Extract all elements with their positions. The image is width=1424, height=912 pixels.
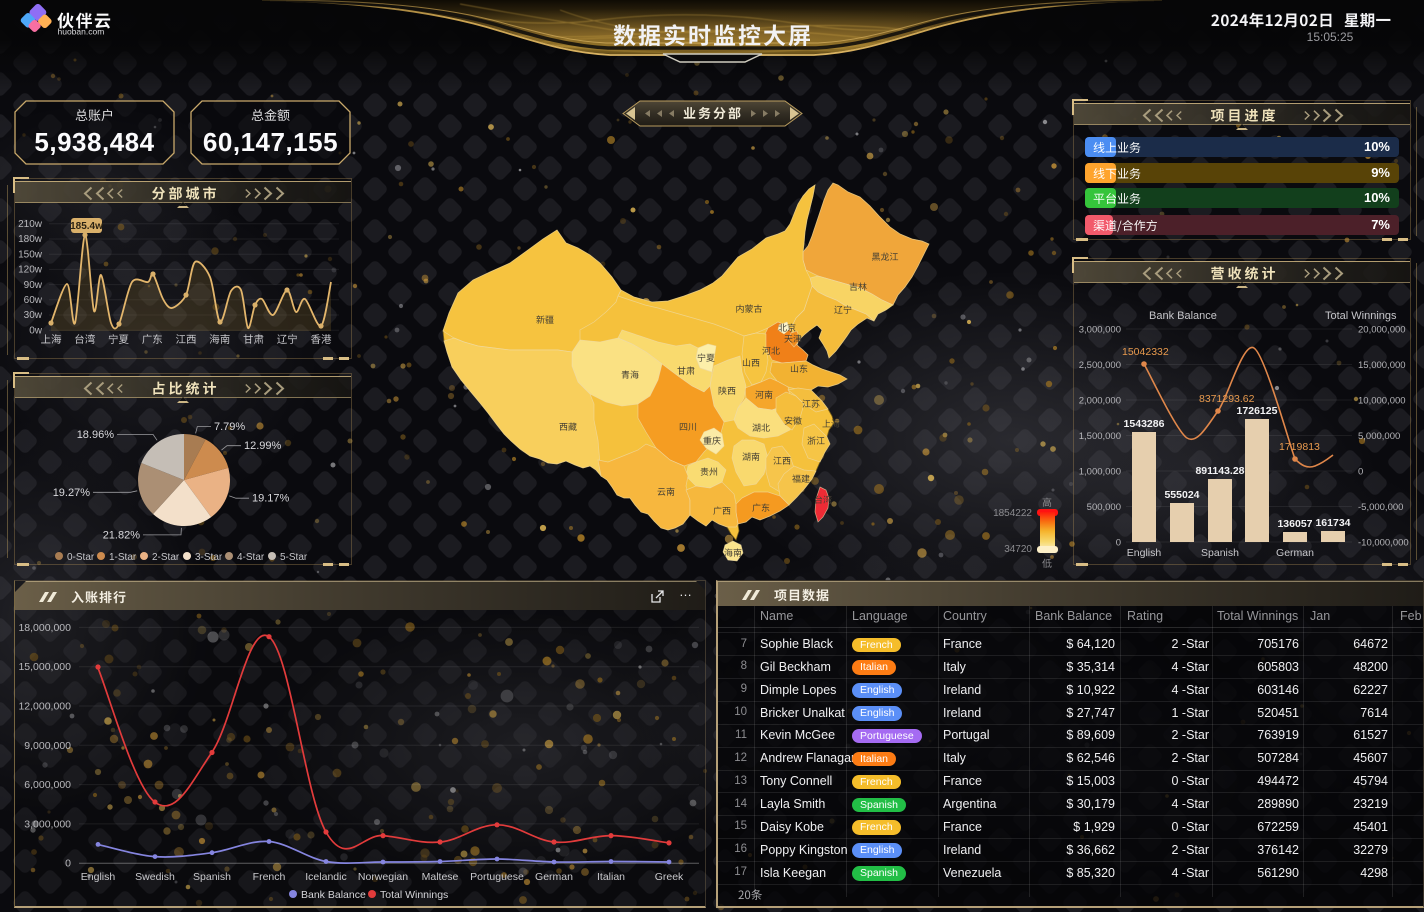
svg-text:0: 0 bbox=[1358, 467, 1363, 478]
svg-text:9,000,000: 9,000,000 bbox=[24, 740, 71, 752]
svg-text:English: English bbox=[81, 871, 116, 883]
svg-text:7.79%: 7.79% bbox=[214, 421, 245, 433]
svg-text:20,000,000: 20,000,000 bbox=[1358, 325, 1406, 336]
svg-text:2,500,000: 2,500,000 bbox=[1079, 360, 1121, 371]
svg-text:4-Star: 4-Star bbox=[237, 552, 265, 563]
svg-text:18.96%: 18.96% bbox=[77, 429, 115, 441]
svg-text:3-Star: 3-Star bbox=[195, 552, 223, 563]
svg-text:1719813: 1719813 bbox=[1279, 441, 1320, 453]
svg-text:1543286: 1543286 bbox=[1124, 418, 1165, 430]
svg-text:34720: 34720 bbox=[1004, 544, 1032, 555]
svg-text:161734: 161734 bbox=[1315, 517, 1350, 529]
svg-text:10,000,000: 10,000,000 bbox=[1358, 396, 1406, 407]
svg-text:Total Winnings: Total Winnings bbox=[380, 889, 448, 901]
svg-text:Icelandic: Icelandic bbox=[305, 871, 346, 883]
svg-text:Norwegian: Norwegian bbox=[358, 871, 408, 883]
svg-text:15:05:25: 15:05:25 bbox=[1307, 30, 1354, 44]
svg-text:15042332: 15042332 bbox=[1122, 346, 1169, 358]
svg-text:1,500,000: 1,500,000 bbox=[1079, 431, 1121, 442]
svg-text:3,000,000: 3,000,000 bbox=[24, 818, 71, 830]
svg-text:15,000,000: 15,000,000 bbox=[18, 661, 71, 673]
svg-text:-10,000,000: -10,000,000 bbox=[1358, 538, 1409, 549]
svg-text:150w: 150w bbox=[18, 249, 43, 260]
svg-text:30w: 30w bbox=[24, 310, 43, 321]
svg-text:19.27%: 19.27% bbox=[53, 487, 91, 499]
svg-text:0: 0 bbox=[65, 858, 71, 870]
svg-text:German: German bbox=[1276, 547, 1314, 559]
svg-text:18,000,000: 18,000,000 bbox=[18, 622, 71, 634]
svg-text:2-Star: 2-Star bbox=[152, 552, 180, 563]
svg-text:Portuguese: Portuguese bbox=[470, 871, 524, 883]
svg-text:8371293.62: 8371293.62 bbox=[1199, 393, 1255, 405]
svg-text:Maltese: Maltese bbox=[422, 871, 459, 883]
svg-text:Spanish: Spanish bbox=[193, 871, 231, 883]
svg-text:15,000,000: 15,000,000 bbox=[1358, 360, 1406, 371]
svg-text:136057: 136057 bbox=[1277, 518, 1312, 530]
svg-text:12,000,000: 12,000,000 bbox=[18, 701, 71, 713]
svg-text:6,000,000: 6,000,000 bbox=[24, 779, 71, 791]
svg-text:Bank Balance: Bank Balance bbox=[301, 889, 366, 901]
svg-text:Swedish: Swedish bbox=[135, 871, 175, 883]
svg-text:3,000,000: 3,000,000 bbox=[1079, 325, 1121, 336]
svg-text:Italian: Italian bbox=[597, 871, 625, 883]
svg-text:1-Star: 1-Star bbox=[109, 552, 137, 563]
svg-text:Bank Balance: Bank Balance bbox=[1149, 310, 1217, 322]
svg-text:German: German bbox=[535, 871, 573, 883]
svg-text:210w: 210w bbox=[18, 219, 43, 230]
svg-text:90w: 90w bbox=[24, 280, 43, 291]
svg-text:5-Star: 5-Star bbox=[280, 552, 308, 563]
svg-text:12.99%: 12.99% bbox=[244, 440, 282, 452]
svg-text:huoban.com: huoban.com bbox=[58, 27, 105, 37]
svg-text:1854222: 1854222 bbox=[993, 508, 1032, 519]
svg-text:2,000,000: 2,000,000 bbox=[1079, 396, 1121, 407]
svg-text:English: English bbox=[1127, 547, 1162, 559]
svg-text:0w: 0w bbox=[29, 325, 43, 336]
svg-text:Total Winnings: Total Winnings bbox=[1325, 310, 1397, 322]
svg-text:0-Star: 0-Star bbox=[67, 552, 95, 563]
svg-text:21.82%: 21.82% bbox=[103, 529, 141, 541]
svg-text:1,000,000: 1,000,000 bbox=[1079, 467, 1121, 478]
svg-text:5,000,000: 5,000,000 bbox=[1358, 431, 1400, 442]
svg-text:180w: 180w bbox=[18, 234, 43, 245]
svg-text:Spanish: Spanish bbox=[1201, 547, 1239, 559]
svg-text:891143.28: 891143.28 bbox=[1195, 465, 1244, 477]
svg-text:Greek: Greek bbox=[655, 871, 684, 883]
svg-text:0: 0 bbox=[1116, 538, 1121, 549]
svg-text:500,000: 500,000 bbox=[1087, 502, 1121, 513]
svg-text:120w: 120w bbox=[18, 265, 43, 276]
svg-text:French: French bbox=[253, 871, 286, 883]
svg-text:-5,000,000: -5,000,000 bbox=[1358, 502, 1403, 513]
svg-text:1726125: 1726125 bbox=[1237, 405, 1278, 417]
svg-text:60w: 60w bbox=[24, 295, 43, 306]
svg-text:19.17%: 19.17% bbox=[252, 493, 290, 505]
svg-text:185.4w: 185.4w bbox=[70, 221, 103, 232]
svg-text:555024: 555024 bbox=[1164, 489, 1199, 501]
